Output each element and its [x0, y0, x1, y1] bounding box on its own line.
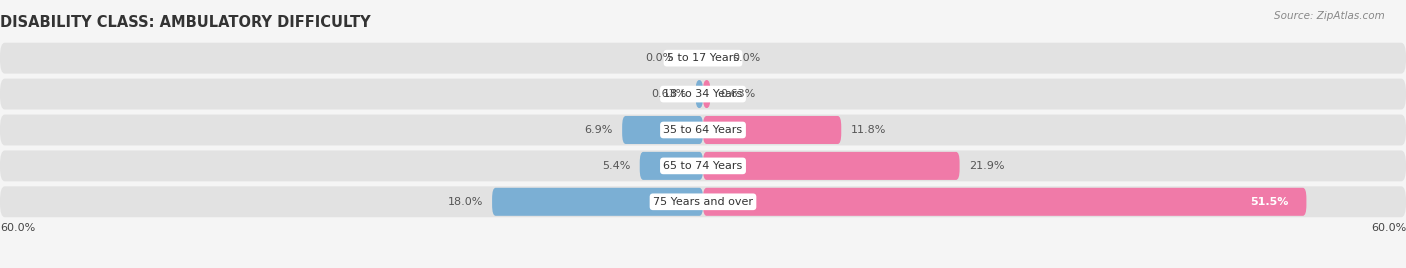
- Text: 0.63%: 0.63%: [651, 89, 686, 99]
- Text: DISABILITY CLASS: AMBULATORY DIFFICULTY: DISABILITY CLASS: AMBULATORY DIFFICULTY: [0, 15, 371, 30]
- Text: 18.0%: 18.0%: [447, 197, 482, 207]
- FancyBboxPatch shape: [640, 152, 703, 180]
- Text: 51.5%: 51.5%: [1250, 197, 1289, 207]
- Text: 21.9%: 21.9%: [969, 161, 1004, 171]
- FancyBboxPatch shape: [0, 114, 1406, 146]
- Text: 11.8%: 11.8%: [851, 125, 886, 135]
- Text: 65 to 74 Years: 65 to 74 Years: [664, 161, 742, 171]
- FancyBboxPatch shape: [703, 188, 1306, 216]
- Text: 18 to 34 Years: 18 to 34 Years: [664, 89, 742, 99]
- FancyBboxPatch shape: [703, 152, 960, 180]
- Legend: Male, Female: Male, Female: [647, 263, 759, 268]
- Text: 0.63%: 0.63%: [720, 89, 755, 99]
- Text: 75 Years and over: 75 Years and over: [652, 197, 754, 207]
- Text: Source: ZipAtlas.com: Source: ZipAtlas.com: [1274, 11, 1385, 21]
- Text: 60.0%: 60.0%: [0, 223, 35, 233]
- Text: 0.0%: 0.0%: [733, 53, 761, 63]
- Text: 60.0%: 60.0%: [1371, 223, 1406, 233]
- Text: 5.4%: 5.4%: [602, 161, 630, 171]
- FancyBboxPatch shape: [696, 80, 703, 108]
- FancyBboxPatch shape: [703, 116, 841, 144]
- FancyBboxPatch shape: [621, 116, 703, 144]
- Text: 0.0%: 0.0%: [645, 53, 673, 63]
- Text: 5 to 17 Years: 5 to 17 Years: [666, 53, 740, 63]
- FancyBboxPatch shape: [0, 79, 1406, 110]
- FancyBboxPatch shape: [0, 43, 1406, 74]
- FancyBboxPatch shape: [492, 188, 703, 216]
- FancyBboxPatch shape: [0, 186, 1406, 217]
- FancyBboxPatch shape: [0, 150, 1406, 181]
- Text: 6.9%: 6.9%: [585, 125, 613, 135]
- FancyBboxPatch shape: [703, 80, 710, 108]
- Text: 35 to 64 Years: 35 to 64 Years: [664, 125, 742, 135]
